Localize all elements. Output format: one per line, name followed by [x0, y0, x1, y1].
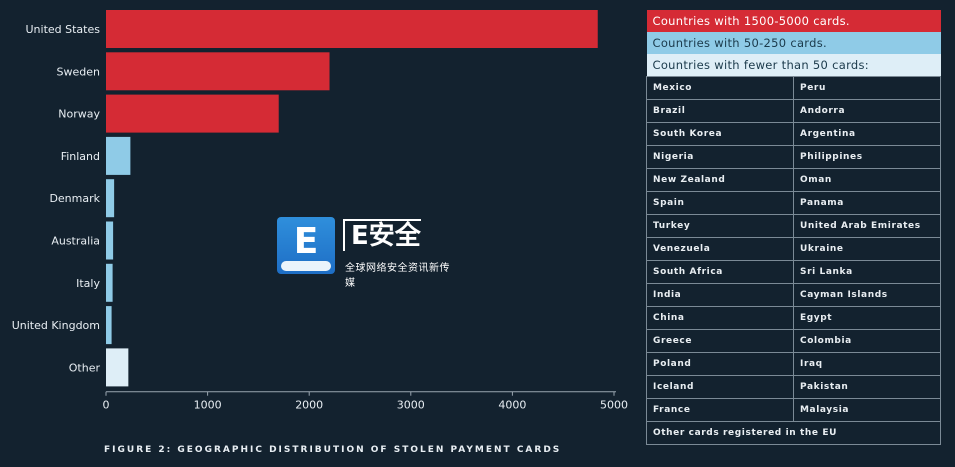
figure-caption: FIGURE 2: GEOGRAPHIC DISTRIBUTION OF STO…: [104, 445, 562, 455]
footer-row: Other cards registered in the EU: [646, 421, 941, 445]
country-cell: India: [646, 283, 794, 307]
category-label: United Kingdom: [12, 319, 100, 332]
logo-brand: E安全: [343, 219, 421, 251]
legend-low-label: Countries with fewer than 50 cards:: [646, 54, 941, 77]
country-cell: Malaysia: [793, 398, 941, 422]
bar-denmark: [106, 179, 115, 218]
country-cell: Peru: [793, 76, 941, 100]
country-cell: Sri Lanka: [793, 260, 941, 284]
category-label: Norway: [58, 108, 100, 121]
x-tick-label: 0: [103, 399, 110, 412]
bar-sweden: [106, 52, 330, 91]
logo-icon: E: [277, 217, 335, 274]
country-cell: Philippines: [793, 145, 941, 169]
country-cell: Egypt: [793, 306, 941, 330]
country-row: Iceland Pakistan: [646, 375, 941, 399]
country-cell: Ukraine: [793, 237, 941, 261]
country-cell: Cayman Islands: [793, 283, 941, 307]
x-tick-label: 4000: [498, 399, 526, 412]
country-cell: New Zealand: [646, 168, 794, 192]
bar-italy: [106, 263, 113, 302]
country-row: France Malaysia: [646, 398, 941, 422]
legend-table: Countries with 1500-5000 cards. Countrie…: [646, 10, 941, 445]
footer-cell: Other cards registered in the EU: [646, 421, 941, 445]
x-tick-label: 5000: [600, 399, 628, 412]
bar-australia: [106, 221, 114, 260]
country-cell: Panama: [793, 191, 941, 215]
country-cell: Mexico: [646, 76, 794, 100]
x-tick-label: 1000: [194, 399, 222, 412]
bar-chart: United States Sweden Norway Finland Denmark A…: [12, 10, 628, 412]
bar-united-states: [106, 10, 598, 48]
logo-slogan: 全球网络安全资讯新传媒: [345, 263, 450, 289]
category-label: United States: [26, 23, 101, 36]
category-label: Sweden: [57, 65, 100, 78]
legend-high-label: Countries with 1500-5000 cards.: [646, 10, 941, 32]
country-cell: Oman: [793, 168, 941, 192]
country-row: Turkey United Arab Emirates: [646, 214, 941, 238]
category-label: Australia: [51, 235, 100, 248]
country-row: China Egypt: [646, 306, 941, 330]
category-label: Finland: [61, 150, 100, 163]
country-cell: Spain: [646, 191, 794, 215]
cloud-icon: [281, 261, 331, 271]
bar-norway: [106, 94, 279, 133]
country-row: South Africa Sri Lanka: [646, 260, 941, 284]
category-labels: United States Sweden Norway Finland Denmark A…: [12, 23, 101, 374]
bars: [106, 10, 598, 387]
country-row: Poland Iraq: [646, 352, 941, 376]
country-cell: China: [646, 306, 794, 330]
country-cell: Nigeria: [646, 145, 794, 169]
country-row: Venezuela Ukraine: [646, 237, 941, 261]
country-row: Greece Colombia: [646, 329, 941, 353]
legend-mid-row: Countries with 50-250 cards.: [646, 32, 941, 54]
x-tick-label: 2000: [295, 399, 323, 412]
country-cell: Colombia: [793, 329, 941, 353]
country-cell: France: [646, 398, 794, 422]
country-cell: Brazil: [646, 99, 794, 123]
country-row: Brazil Andorra: [646, 99, 941, 123]
country-cell: Turkey: [646, 214, 794, 238]
country-row: New Zealand Oman: [646, 168, 941, 192]
country-cell: Venezuela: [646, 237, 794, 261]
legend-mid-label: Countries with 50-250 cards.: [646, 32, 941, 54]
x-ticks: 0 1000 2000 3000 4000 5000: [103, 391, 628, 412]
country-row: Mexico Peru: [646, 76, 941, 100]
country-row: India Cayman Islands: [646, 283, 941, 307]
country-cell: Iceland: [646, 375, 794, 399]
category-label: Other: [69, 361, 101, 374]
country-row: Spain Panama: [646, 191, 941, 215]
country-cell: Greece: [646, 329, 794, 353]
bar-finland: [106, 136, 131, 175]
country-cell: Iraq: [793, 352, 941, 376]
category-label: Italy: [76, 277, 100, 290]
country-cell: Pakistan: [793, 375, 941, 399]
country-cell: Argentina: [793, 122, 941, 146]
watermark-logo: E E安全 全球网络安全资讯新传媒: [277, 217, 455, 289]
category-label: Denmark: [49, 192, 100, 205]
country-row: South Korea Argentina: [646, 122, 941, 146]
country-cell: Poland: [646, 352, 794, 376]
country-cell: South Africa: [646, 260, 794, 284]
country-cell: South Korea: [646, 122, 794, 146]
country-cell: Andorra: [793, 99, 941, 123]
bar-united-kingdom: [106, 306, 112, 345]
country-cell: United Arab Emirates: [793, 214, 941, 238]
legend-high-row: Countries with 1500-5000 cards.: [646, 10, 941, 32]
x-tick-label: 3000: [397, 399, 425, 412]
legend-low-row: Countries with fewer than 50 cards:: [646, 54, 941, 77]
country-row: Nigeria Philippines: [646, 145, 941, 169]
bar-other: [106, 348, 129, 387]
logo-letter: E: [293, 221, 319, 262]
